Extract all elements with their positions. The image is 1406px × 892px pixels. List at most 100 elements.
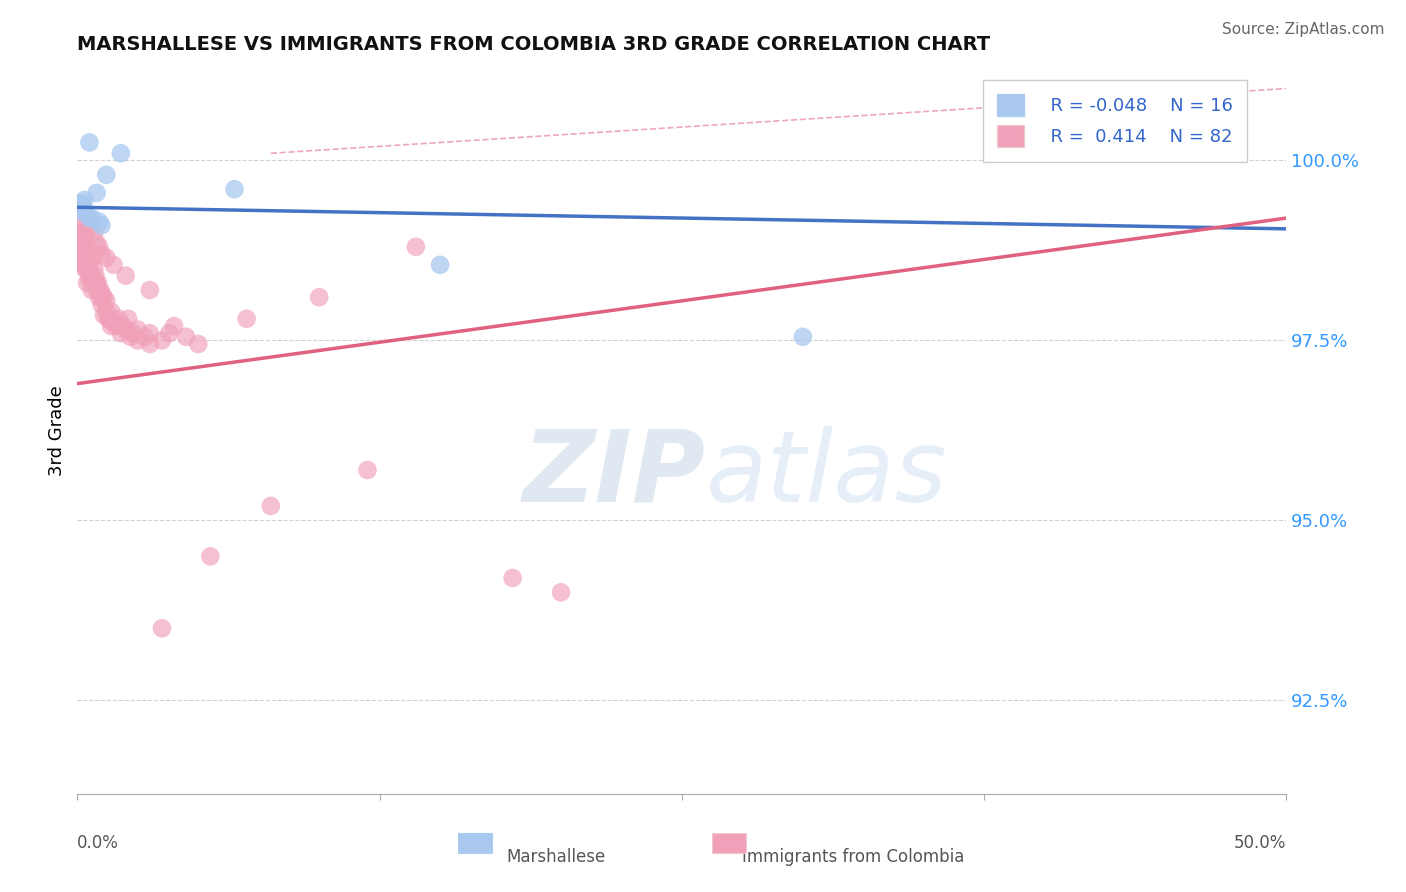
Point <box>127 323 149 337</box>
Point <box>79 268 101 283</box>
Point <box>83 226 105 240</box>
Point <box>112 318 135 333</box>
Point <box>114 268 136 283</box>
Point <box>73 193 96 207</box>
Point <box>73 226 96 240</box>
Point <box>87 276 110 290</box>
Point <box>79 211 101 225</box>
Point <box>75 254 97 268</box>
FancyBboxPatch shape <box>713 833 747 854</box>
Point <box>103 315 125 329</box>
Point <box>308 290 330 304</box>
Point <box>80 211 103 225</box>
Point <box>792 330 814 344</box>
Point <box>73 229 96 244</box>
Point <box>72 203 94 218</box>
Point <box>127 334 149 348</box>
Point <box>79 211 101 225</box>
Point <box>187 337 209 351</box>
Point <box>69 226 91 240</box>
Point <box>84 268 107 283</box>
Point <box>76 240 98 254</box>
Point <box>96 251 118 265</box>
Point <box>76 276 98 290</box>
Point <box>86 283 108 297</box>
Point <box>96 293 118 308</box>
Point <box>96 304 118 318</box>
Point <box>110 146 132 161</box>
Point <box>73 261 96 276</box>
Point <box>97 311 120 326</box>
Legend:   R = -0.048    N = 16,   R =  0.414    N = 82: R = -0.048 N = 16, R = 0.414 N = 82 <box>983 79 1247 161</box>
Point <box>122 326 145 341</box>
Point <box>90 219 112 233</box>
Point <box>79 258 101 272</box>
Point <box>107 311 129 326</box>
Point <box>200 549 222 564</box>
Point <box>80 283 103 297</box>
Point <box>76 261 98 276</box>
Point <box>93 308 115 322</box>
Point <box>117 311 139 326</box>
Point <box>139 326 162 341</box>
Point <box>87 290 110 304</box>
Text: ZIP: ZIP <box>523 425 706 523</box>
Point <box>69 240 91 254</box>
Point <box>356 463 378 477</box>
Point <box>70 236 93 251</box>
Point <box>70 203 93 218</box>
Point <box>134 330 156 344</box>
Y-axis label: 3rd Grade: 3rd Grade <box>48 385 66 475</box>
Point <box>90 286 112 301</box>
Point <box>70 196 93 211</box>
Point <box>157 326 180 341</box>
Text: 0.0%: 0.0% <box>77 834 120 852</box>
Point <box>90 247 112 261</box>
Point <box>100 304 122 318</box>
Point <box>110 326 132 341</box>
Text: Source: ZipAtlas.com: Source: ZipAtlas.com <box>1222 22 1385 37</box>
Point <box>405 240 427 254</box>
Point <box>100 318 122 333</box>
Point <box>105 318 128 333</box>
Point <box>87 214 110 228</box>
Point <box>260 499 283 513</box>
Point <box>93 290 115 304</box>
Point <box>80 251 103 265</box>
Point <box>73 247 96 261</box>
Point <box>224 182 246 196</box>
Point <box>83 261 105 276</box>
FancyBboxPatch shape <box>458 833 492 854</box>
Point <box>150 334 173 348</box>
Point <box>70 233 93 247</box>
Point <box>70 219 93 233</box>
Point <box>174 330 197 344</box>
Point <box>86 236 108 251</box>
Point <box>150 621 173 635</box>
Point <box>90 297 112 311</box>
Text: 50.0%: 50.0% <box>1234 834 1286 852</box>
Point <box>82 272 104 286</box>
Point <box>120 330 142 344</box>
Point <box>70 219 93 233</box>
Point <box>86 186 108 200</box>
Text: MARSHALLESE VS IMMIGRANTS FROM COLOMBIA 3RD GRADE CORRELATION CHART: MARSHALLESE VS IMMIGRANTS FROM COLOMBIA … <box>77 35 990 54</box>
Point <box>429 258 451 272</box>
Point <box>72 258 94 272</box>
Text: atlas: atlas <box>706 425 948 523</box>
Point <box>70 196 93 211</box>
Point <box>114 323 136 337</box>
Point <box>502 571 524 585</box>
Point <box>87 240 110 254</box>
Point <box>235 311 257 326</box>
Point <box>139 337 162 351</box>
Point <box>139 283 162 297</box>
Point <box>69 203 91 218</box>
Text: Immigrants from Colombia: Immigrants from Colombia <box>742 848 965 866</box>
Point <box>550 585 572 599</box>
Point <box>79 136 101 150</box>
Point <box>163 318 186 333</box>
Point <box>79 272 101 286</box>
Point <box>80 219 103 233</box>
Point <box>70 254 93 268</box>
